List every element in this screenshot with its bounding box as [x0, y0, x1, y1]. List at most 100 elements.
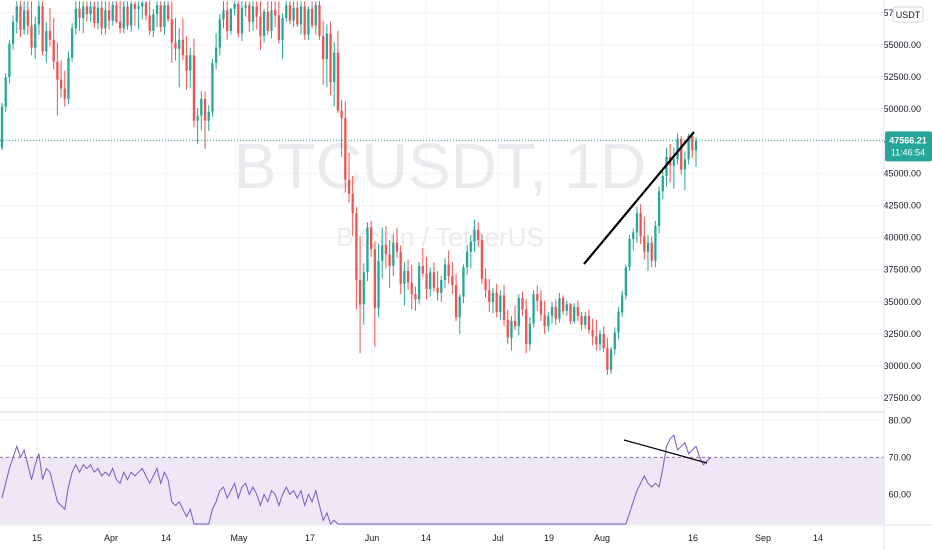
candle [580, 312, 583, 331]
candle-body [166, 5, 170, 20]
candle-body [381, 245, 384, 261]
candle-body [141, 2, 144, 7]
candle-body [587, 315, 591, 331]
candle [11, 15, 15, 51]
time-axis[interactable]: 15 Apr 14 May 17 Jun 14 Jul 19 Aug 16 Sep 14 [0, 524, 932, 543]
candle [37, 1, 41, 35]
candle [425, 256, 428, 300]
candle [399, 245, 402, 295]
candle [93, 1, 96, 29]
candle-body [277, 15, 281, 40]
candle-body [672, 159, 675, 166]
candle [56, 42, 59, 116]
price-tick-label-2: 52500.00 [883, 72, 921, 82]
candle-body [477, 229, 480, 241]
candle-body [561, 297, 565, 311]
candles-series [0, 1, 698, 376]
candle-body [510, 321, 513, 338]
candle-body [676, 138, 679, 160]
last-price-badge: 47566.21 11:46:54 [885, 131, 932, 162]
candle [403, 262, 406, 306]
candle [30, 1, 33, 56]
candle [122, 1, 125, 34]
candle [528, 317, 532, 351]
candle-body [680, 138, 683, 170]
candle [646, 235, 650, 272]
candle-body [285, 5, 288, 18]
rsi-axis[interactable]: 80.00 70.00 60.00 [888, 415, 911, 499]
candle-body [174, 42, 177, 49]
candle-body [580, 315, 583, 325]
candle-body [624, 267, 628, 296]
candle [104, 1, 107, 35]
candle [189, 47, 192, 88]
candle-body [19, 6, 22, 30]
candle-body [451, 276, 454, 286]
candle-body [303, 6, 306, 35]
candle [469, 235, 472, 269]
candle [255, 1, 258, 30]
candle-body [63, 88, 66, 99]
time-tick-label-8: 19 [544, 533, 554, 543]
candle [661, 169, 664, 200]
candle-body [130, 3, 133, 26]
candle-body [41, 6, 44, 52]
candle-body [584, 315, 587, 325]
candle [115, 1, 118, 24]
candle-body [536, 294, 539, 301]
candle-body [621, 295, 624, 313]
last-price-text: 47566.21 [889, 135, 927, 145]
candle-body [403, 271, 406, 284]
candle-body [362, 272, 365, 305]
candle-body [417, 265, 421, 300]
candle-body [100, 7, 103, 29]
candle [141, 1, 144, 20]
candle [34, 16, 37, 60]
candle [15, 1, 18, 34]
candle-body [355, 213, 358, 280]
candle-body [469, 241, 472, 252]
candle [694, 137, 698, 167]
candle-body [262, 11, 266, 36]
candle [417, 262, 421, 305]
candle-body [148, 15, 151, 31]
candle-body [591, 330, 594, 337]
candle [19, 1, 22, 38]
candle-body [200, 98, 203, 116]
candle-body [440, 279, 443, 293]
candle-body [454, 285, 458, 318]
candle-body [366, 227, 369, 273]
candle [355, 206, 358, 310]
candle [299, 1, 303, 35]
candle-body [48, 30, 52, 40]
candle [4, 73, 7, 112]
candle-body [189, 55, 192, 71]
candle-body [595, 336, 598, 345]
candle [458, 294, 461, 334]
candle [203, 91, 207, 149]
candle-body [521, 297, 524, 310]
candle-body [222, 10, 225, 20]
candle [333, 42, 336, 107]
candle-body [52, 39, 55, 62]
resistance-trendline[interactable] [583, 131, 695, 265]
candle-body [226, 10, 229, 31]
candle [229, 7, 233, 35]
candle [510, 315, 513, 351]
candle-body [310, 8, 314, 26]
candle-body [266, 11, 269, 31]
candle [635, 206, 639, 243]
candle [362, 263, 365, 325]
currency-unit-label[interactable]: USDT [892, 6, 924, 23]
candle-body [429, 272, 432, 289]
candle-body [602, 333, 605, 349]
candle-body [569, 304, 572, 322]
rsi-divergence-trendline[interactable] [623, 439, 708, 464]
candle [543, 300, 546, 334]
candle [477, 222, 480, 247]
candle-body [0, 106, 4, 148]
candle-body [502, 295, 506, 320]
candle-body [274, 10, 277, 16]
candle-body [491, 292, 495, 302]
